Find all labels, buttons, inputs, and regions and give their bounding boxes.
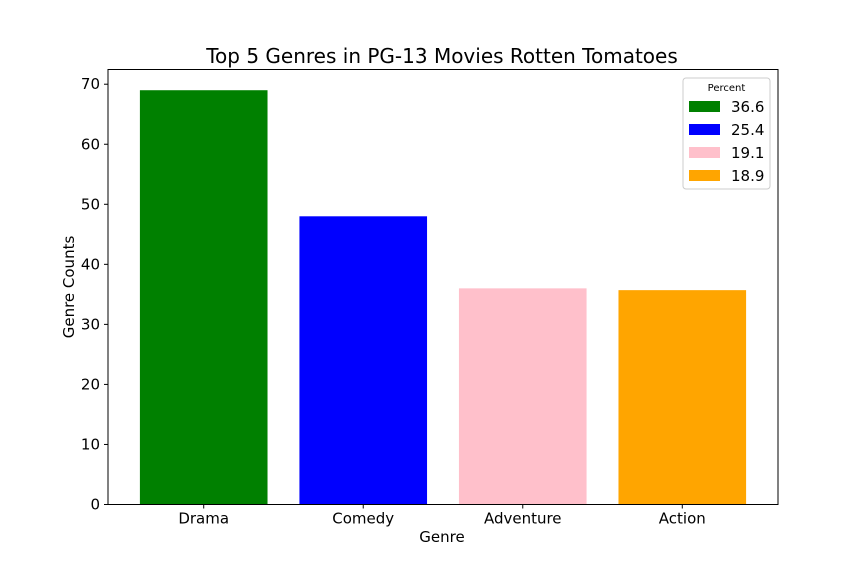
bar-action xyxy=(618,290,747,505)
legend-swatch xyxy=(689,124,720,135)
y-tick-label: 10 xyxy=(81,435,100,453)
y-axis-label: Genre Counts xyxy=(60,236,78,339)
x-axis: Drama Comedy Adventure Action xyxy=(178,504,706,528)
legend-entry-label: 18.9 xyxy=(731,167,764,185)
y-axis: 0 10 20 30 40 50 60 70 xyxy=(81,75,108,514)
bar-drama xyxy=(139,90,268,505)
y-tick-label: 40 xyxy=(81,255,100,273)
legend: Percent 36.6 25.4 19.1 18.9 xyxy=(682,77,771,190)
legend-swatch xyxy=(689,101,720,112)
x-tick-label: Action xyxy=(659,510,706,528)
legend-swatch xyxy=(689,147,720,158)
x-tick-label: Drama xyxy=(178,510,229,528)
legend-entry-label: 19.1 xyxy=(731,144,764,162)
y-tick-label: 60 xyxy=(81,135,100,153)
bar-adventure xyxy=(458,288,587,505)
y-tick-label: 70 xyxy=(81,75,100,93)
legend-title: Percent xyxy=(708,83,746,94)
x-tick-label: Adventure xyxy=(484,510,562,528)
y-tick-label: 0 xyxy=(90,496,100,514)
chart-title: Top 5 Genres in PG-13 Movies Rotten Toma… xyxy=(205,44,678,68)
y-tick-label: 50 xyxy=(81,195,100,213)
y-tick-label: 20 xyxy=(81,375,100,393)
bar-comedy xyxy=(299,216,428,505)
legend-entry-label: 36.6 xyxy=(731,98,764,116)
y-tick-label: 30 xyxy=(81,315,100,333)
legend-entry-label: 25.4 xyxy=(731,121,764,139)
legend-swatch xyxy=(689,170,720,181)
x-axis-label: Genre xyxy=(419,528,464,546)
plot-frame xyxy=(107,69,779,505)
bars-group xyxy=(139,90,747,505)
x-tick-label: Comedy xyxy=(332,510,394,528)
